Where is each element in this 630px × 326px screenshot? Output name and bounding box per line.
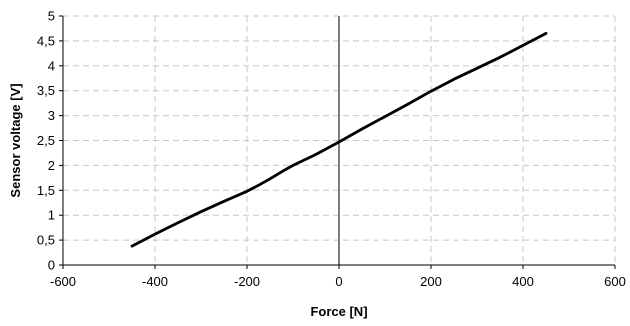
x-tick-label: 200 [420,274,442,289]
y-tick-label: 3,5 [37,83,55,98]
x-tick-label: 400 [512,274,534,289]
y-tick-label: 1,5 [37,183,55,198]
y-tick-label: 2,5 [37,133,55,148]
y-tick-label: 4 [48,58,55,73]
series-layer [130,32,548,248]
y-tick-label: 3 [48,108,55,123]
x-tick-label: 0 [335,274,342,289]
x-tick-label: -400 [142,274,168,289]
x-axis-title: Force [N] [310,304,367,319]
y-tick-label: 1 [48,208,55,223]
series-line [130,32,548,248]
y-axis-title: Sensor voltage [V] [8,83,23,197]
x-tick-label: -200 [234,274,260,289]
ticks-layer: -600 -400 -200 0 200 400 600 0 0,5 1 1,5 2 2,5 3 3,5 4 4… [37,9,626,290]
y-tick-label: 0,5 [37,233,55,248]
x-tick-label: 600 [604,274,626,289]
x-tick-label: -600 [50,274,76,289]
y-tick-label: 5 [48,9,55,24]
y-tick-label: 0 [48,258,55,273]
y-tick-label: 2 [48,158,55,173]
y-tick-label: 4,5 [37,33,55,48]
